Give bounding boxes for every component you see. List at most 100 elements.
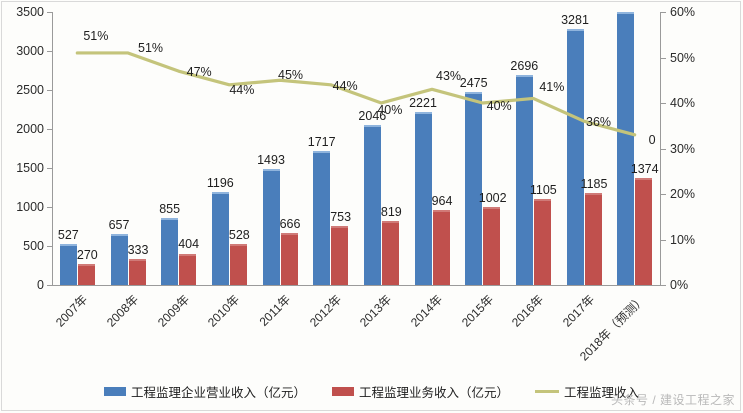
line-data-label: 45% bbox=[278, 68, 304, 83]
bar-data-label: 404 bbox=[178, 237, 200, 252]
line-data-label: 40% bbox=[377, 103, 403, 117]
bar-highlight bbox=[179, 253, 197, 256]
legend-label: 工程监理业务收入（亿元） bbox=[358, 386, 509, 400]
right-axis-tick bbox=[661, 285, 666, 286]
bar-blue[interactable] bbox=[211, 191, 229, 285]
legend-bar-swatch bbox=[331, 387, 354, 396]
bar-data-label: 1493 bbox=[257, 152, 285, 167]
bar-blue[interactable] bbox=[262, 168, 280, 285]
left-axis-tick bbox=[47, 207, 52, 208]
right-axis-tick bbox=[661, 148, 666, 150]
bar-highlight bbox=[313, 151, 331, 154]
bar-red[interactable] bbox=[432, 209, 450, 285]
bar-red[interactable] bbox=[77, 263, 95, 285]
right-axis-tick-label: 0% bbox=[670, 278, 689, 292]
bar-blue[interactable] bbox=[617, 12, 635, 285]
left-axis-tick-label: 2500 bbox=[16, 83, 44, 97]
legend-line-swatch bbox=[535, 390, 559, 393]
bar-data-label: 657 bbox=[108, 217, 130, 232]
bar-red[interactable] bbox=[280, 233, 298, 285]
bar-red[interactable] bbox=[381, 221, 399, 285]
right-axis-tick bbox=[661, 194, 666, 195]
bar-highlight bbox=[432, 209, 450, 212]
right-axis-tick bbox=[661, 57, 666, 59]
line-data-label: 43% bbox=[436, 69, 462, 84]
right-axis-tick-label: 30% bbox=[670, 141, 696, 156]
legend-item[interactable]: 工程监理业务收入（亿元） bbox=[331, 382, 509, 401]
bar-data-label: 3281 bbox=[561, 13, 589, 28]
bar-data-label: 819 bbox=[380, 205, 402, 220]
bar-highlight bbox=[110, 233, 128, 236]
line-data-label: 47% bbox=[186, 65, 212, 80]
left-axis-tick-label: 1500 bbox=[16, 161, 44, 175]
bar-data-label: 527 bbox=[57, 227, 79, 242]
bar-data-label: 666 bbox=[279, 217, 301, 232]
category-axis-line bbox=[52, 285, 661, 286]
bar-red[interactable] bbox=[331, 226, 349, 285]
bar-highlight bbox=[128, 259, 146, 262]
bar-red[interactable] bbox=[179, 253, 197, 285]
bar-highlight bbox=[211, 191, 229, 194]
bar-blue[interactable] bbox=[566, 29, 584, 285]
bar-highlight bbox=[77, 263, 95, 266]
left-axis-tick-label: 1000 bbox=[16, 200, 44, 214]
line-data-label: 36% bbox=[586, 115, 612, 130]
line-data-label: 51% bbox=[83, 28, 109, 43]
bar-highlight bbox=[515, 74, 533, 77]
bar-blue[interactable] bbox=[161, 218, 179, 285]
watermark: 头条号 / 建设工程之家 bbox=[610, 393, 735, 407]
legend-label: 工程监理企业营业收入（亿元） bbox=[130, 386, 306, 400]
left-axis-tick-label: 3500 bbox=[16, 5, 44, 19]
left-axis-tick bbox=[47, 246, 52, 247]
bar-data-label: 2221 bbox=[409, 95, 437, 110]
bar-highlight bbox=[617, 12, 635, 14]
line-data-label: 40% bbox=[486, 99, 512, 113]
bar-red[interactable] bbox=[229, 243, 247, 285]
left-axis-tick bbox=[47, 12, 52, 13]
line-path bbox=[75, 51, 637, 137]
bar-highlight bbox=[229, 243, 247, 246]
bar-blue[interactable] bbox=[465, 91, 483, 285]
bar-highlight bbox=[59, 243, 77, 246]
bar-highlight bbox=[483, 206, 501, 209]
right-axis-tick-label: 10% bbox=[670, 232, 696, 247]
bar-blue[interactable] bbox=[515, 74, 533, 285]
bar-data-label: 2046 bbox=[358, 109, 387, 124]
right-axis-tick bbox=[661, 12, 666, 13]
legend-label: 工程监理收入 bbox=[564, 386, 640, 400]
bar-red[interactable] bbox=[635, 177, 653, 285]
bar-highlight bbox=[465, 91, 483, 94]
bar-highlight bbox=[262, 168, 280, 171]
left-axis-tick bbox=[47, 90, 52, 91]
legend-item[interactable]: 工程监理企业营业收入（亿元） bbox=[103, 382, 306, 401]
bar-blue[interactable] bbox=[59, 243, 77, 285]
bar-blue[interactable] bbox=[363, 125, 381, 285]
bar-red[interactable] bbox=[483, 206, 501, 285]
legend-item[interactable]: 工程监理收入 bbox=[535, 382, 639, 401]
bar-blue[interactable] bbox=[414, 111, 432, 285]
left-axis-tick-label: 3000 bbox=[16, 44, 44, 58]
plot-area: 527 270 657 333 855 404 1196 528 1493 666 1717 753 2… bbox=[52, 12, 660, 285]
bar-data-label: 2696 bbox=[510, 58, 539, 73]
bar-highlight bbox=[566, 29, 584, 32]
bar-highlight bbox=[533, 198, 551, 201]
left-axis-tick bbox=[47, 168, 52, 169]
bar-data-label: 1105 bbox=[529, 182, 557, 197]
bar-data-label: 1002 bbox=[478, 190, 507, 205]
bar-red[interactable] bbox=[533, 198, 551, 285]
bar-red[interactable] bbox=[128, 259, 146, 285]
right-axis-tick bbox=[661, 103, 666, 104]
right-axis-line bbox=[660, 12, 661, 286]
bar-highlight bbox=[584, 192, 602, 195]
line-data-label: 44% bbox=[332, 78, 358, 93]
line-data-label: 41% bbox=[539, 80, 565, 95]
bar-highlight bbox=[414, 111, 432, 114]
bar-red[interactable] bbox=[584, 192, 602, 285]
bar-data-label: 2475 bbox=[459, 75, 488, 90]
bar-highlight bbox=[331, 226, 349, 229]
bar-highlight bbox=[635, 177, 653, 180]
bar-blue[interactable] bbox=[313, 151, 331, 285]
left-axis-tick bbox=[47, 51, 52, 52]
bar-blue[interactable] bbox=[110, 233, 128, 285]
bar-data-label: 270 bbox=[76, 247, 98, 262]
